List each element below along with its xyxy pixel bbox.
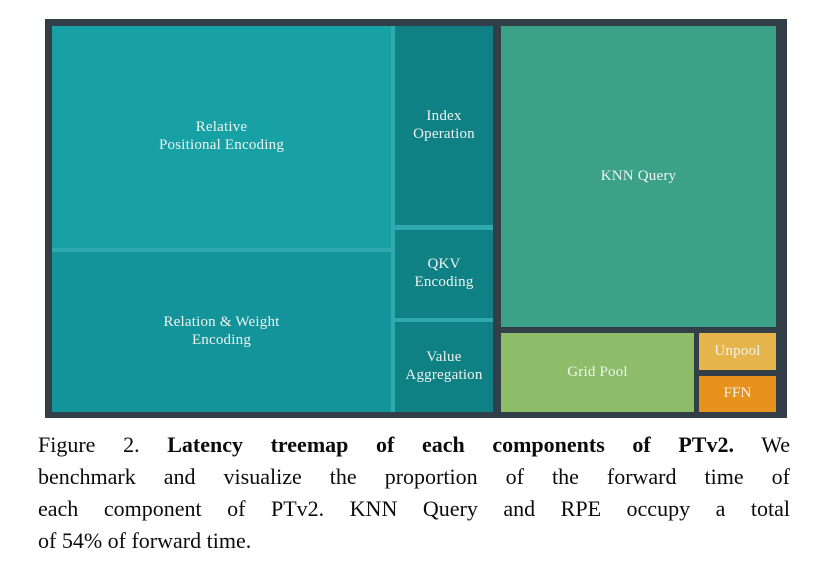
treemap-cell-index-operation: Index Operation — [395, 26, 493, 225]
caption-line-1-suffix: We — [761, 432, 790, 457]
treemap-group-left: Relative Positional Encoding Relation & W… — [52, 26, 493, 412]
treemap-cell-value-aggregation: Value Aggregation — [395, 322, 493, 412]
caption-line-3: each component of PTv2. KNN Query and RP… — [38, 496, 790, 521]
caption-line-4: of 54% of forward time. — [38, 528, 252, 553]
cell-label-index-operation: Index Operation — [413, 107, 475, 142]
treemap-cell-relative-positional-encoding: Relative Positional Encoding — [52, 26, 391, 248]
cell-label-value-aggregation: Value Aggregation — [405, 349, 483, 383]
caption-figure-number: Figure 2. — [38, 432, 140, 457]
treemap-cell-knn-query: KNN Query — [501, 26, 776, 327]
treemap-cell-qkv-encoding: QKV Encoding — [395, 230, 493, 318]
cell-label-qkv-encoding: QKV Encoding — [414, 256, 474, 290]
caption-title-bold: Latency treemap of each components of PT… — [167, 432, 734, 457]
caption-line-1: Figure 2. Latency treemap of each compon… — [38, 429, 790, 461]
cell-label-unpool: Unpool — [714, 342, 761, 359]
cell-label-knn-query: KNN Query — [600, 167, 677, 184]
cell-label-ffn: FFN — [723, 385, 752, 402]
cell-label-relation-weight-encoding: Relation & Weight Encoding — [163, 314, 280, 348]
cell-label-grid-pool: Grid Pool — [567, 363, 628, 380]
treemap-cell-grid-pool: Grid Pool — [501, 333, 694, 412]
latency-treemap: Relative Positional Encoding Relation & W… — [45, 19, 787, 418]
treemap-cell-relation-weight-encoding: Relation & Weight Encoding — [52, 252, 391, 412]
treemap-cell-ffn: FFN — [699, 376, 776, 412]
cell-label-relative-positional-encoding: Relative Positional Encoding — [158, 119, 285, 153]
figure-caption: Figure 2. Latency treemap of each compon… — [38, 429, 790, 557]
caption-line-2: benchmark and visualize the proportion o… — [38, 464, 790, 489]
treemap-cell-unpool: Unpool — [699, 333, 776, 370]
